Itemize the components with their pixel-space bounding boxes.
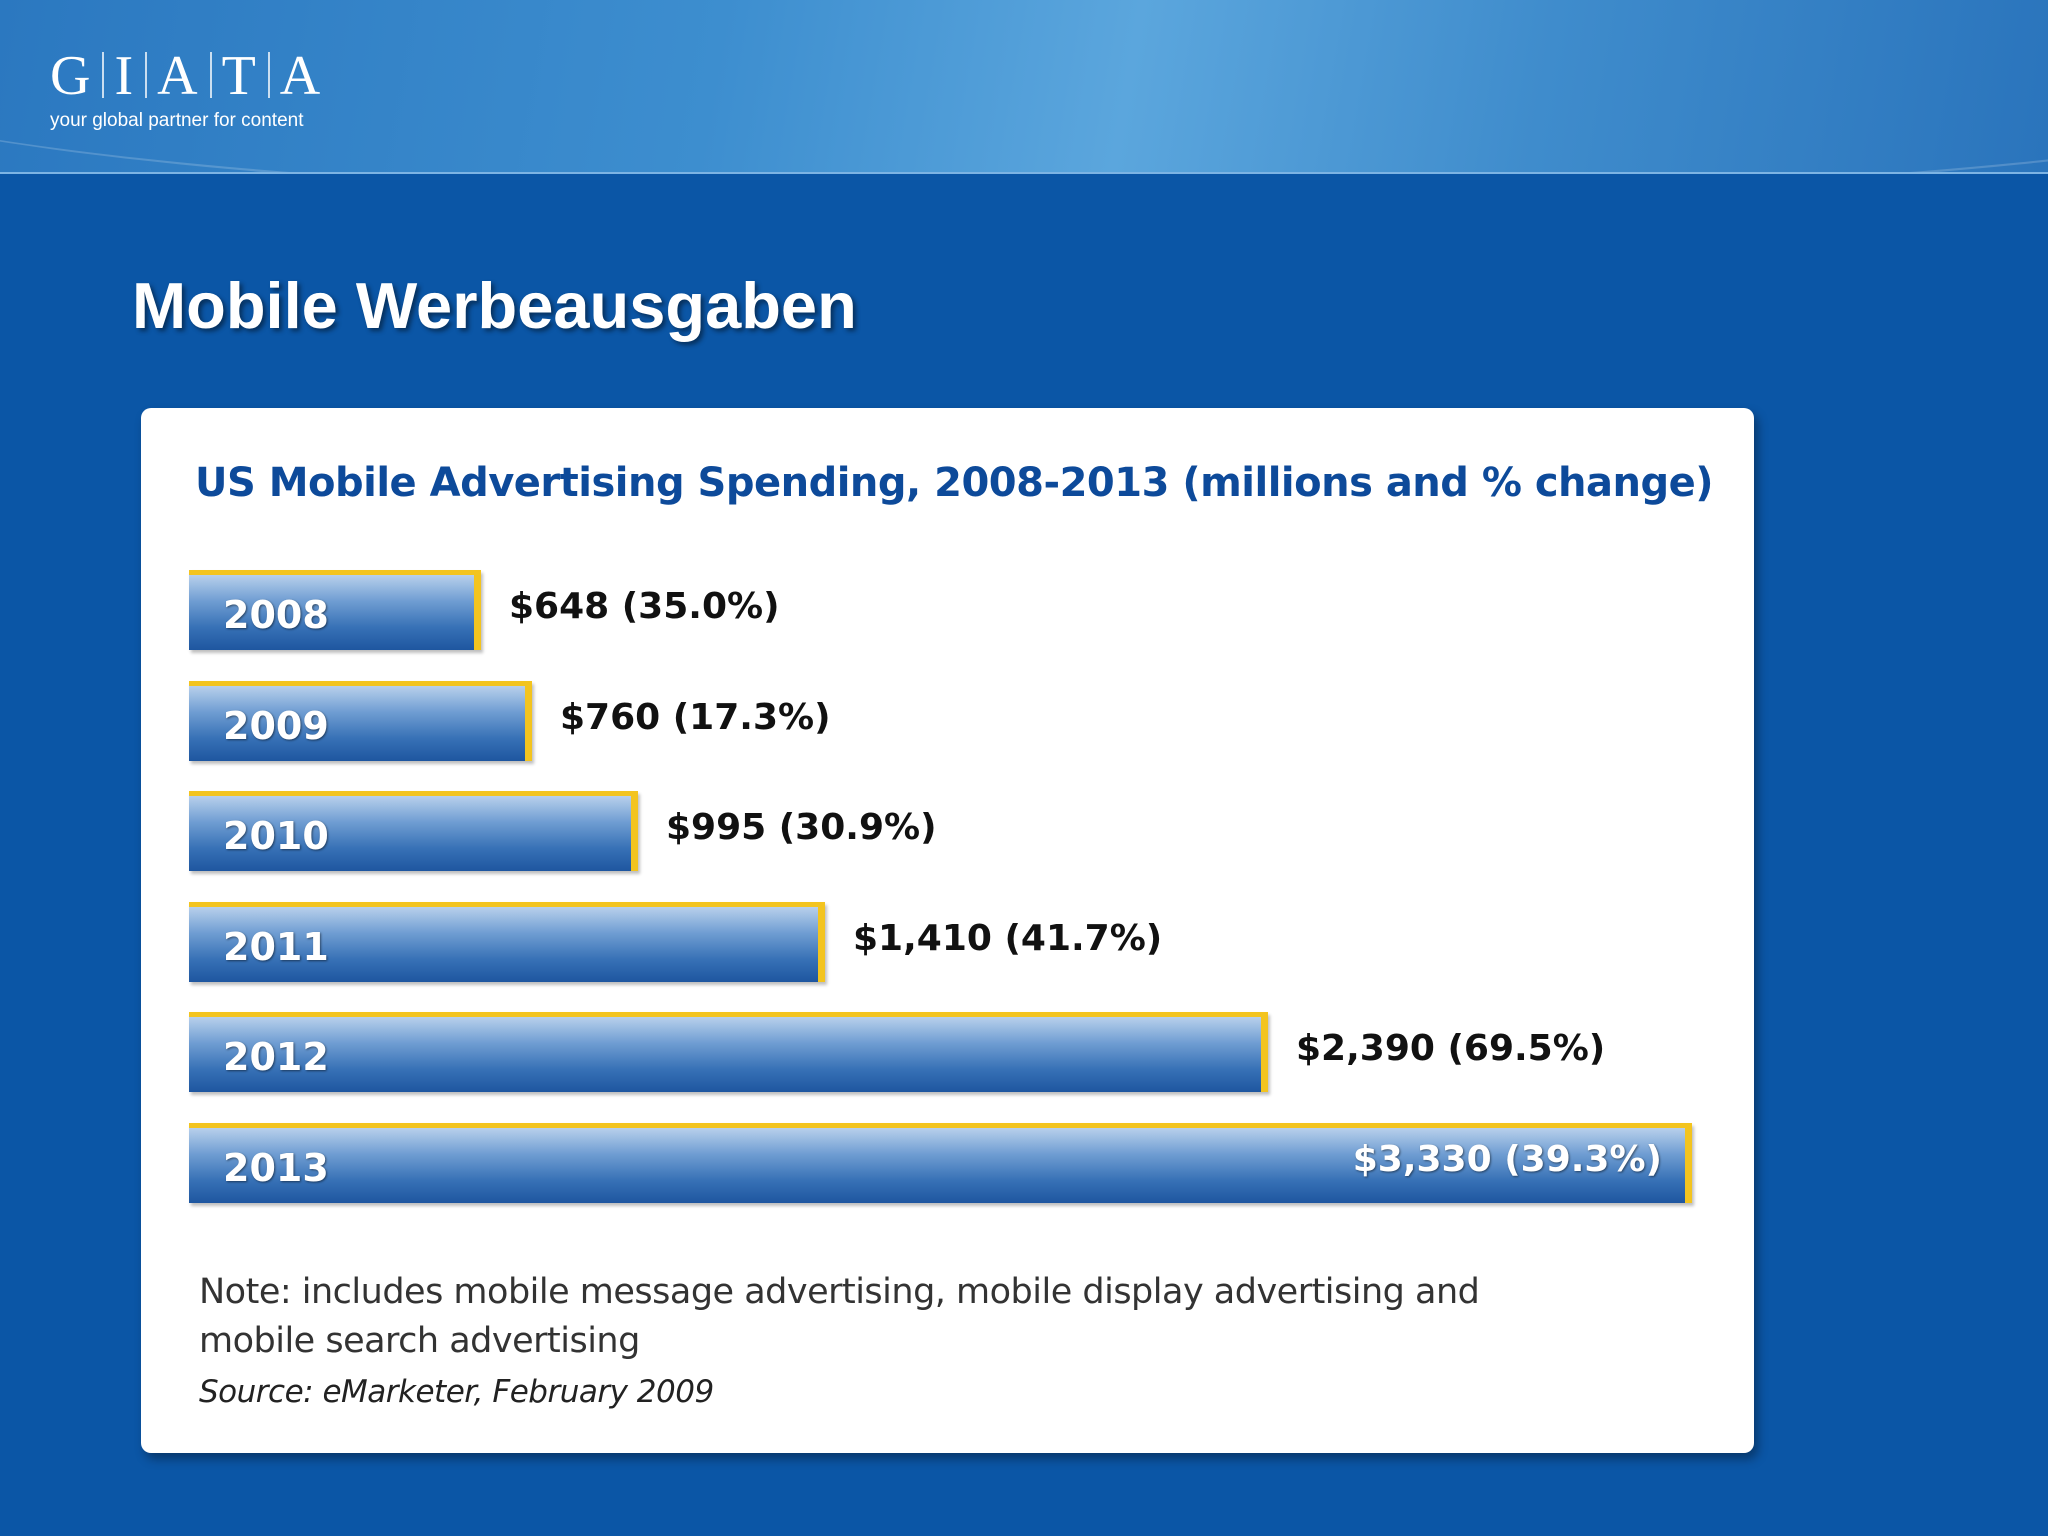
logo-letter: A (279, 45, 323, 107)
bar-2008: 2008 (189, 570, 481, 650)
logo-letter: I (114, 45, 136, 107)
logo-separator (267, 52, 270, 98)
bar-chart: 2008 $648 (35.0%) 2009 $760 (17.3%) 2010 $995… (141, 408, 1754, 1228)
bar-category-label: 2011 (223, 925, 329, 969)
bar-category-label: 2008 (223, 593, 329, 637)
logo-separator (145, 52, 148, 98)
bar-2012: 2012 (189, 1012, 1268, 1092)
bar-value-label: $3,330 (39.3%) (1352, 1139, 1662, 1180)
chart-panel: US Mobile Advertising Spending, 2008-201… (141, 408, 1754, 1453)
bar-value-label: $760 (17.3%) (560, 697, 831, 738)
logo-letter: G (50, 45, 93, 107)
bar-2011: 2011 (189, 902, 825, 982)
logo-letter: A (157, 45, 200, 107)
bar-category-label: 2009 (223, 704, 329, 748)
bar-category-label: 2010 (223, 814, 329, 858)
page-title: Mobile Werbeausgaben (132, 269, 857, 342)
logo-separator (209, 52, 212, 98)
brand-tagline: your global partner for content (50, 110, 304, 131)
bar-value-label: $995 (30.9%) (666, 807, 937, 848)
logo-letter: T (221, 45, 258, 107)
bar-value-label: $2,390 (69.5%) (1296, 1028, 1606, 1069)
bar-category-label: 2012 (223, 1035, 329, 1079)
bar-category-label: 2013 (223, 1146, 329, 1190)
chart-source: Source: eMarketer, February 2009 (199, 1374, 714, 1410)
bar-2009: 2009 (189, 681, 532, 761)
chart-title: US Mobile Advertising Spending, 2008-201… (195, 460, 1714, 506)
chart-note: Note: includes mobile message advertisin… (199, 1272, 1480, 1361)
bar-value-label: $1,410 (41.7%) (853, 918, 1163, 959)
logo-separator (102, 52, 105, 98)
bar-2010: 2010 (189, 791, 638, 871)
bar-value-label: $648 (35.0%) (509, 586, 780, 627)
bar-2013: 2013 (189, 1123, 1692, 1203)
